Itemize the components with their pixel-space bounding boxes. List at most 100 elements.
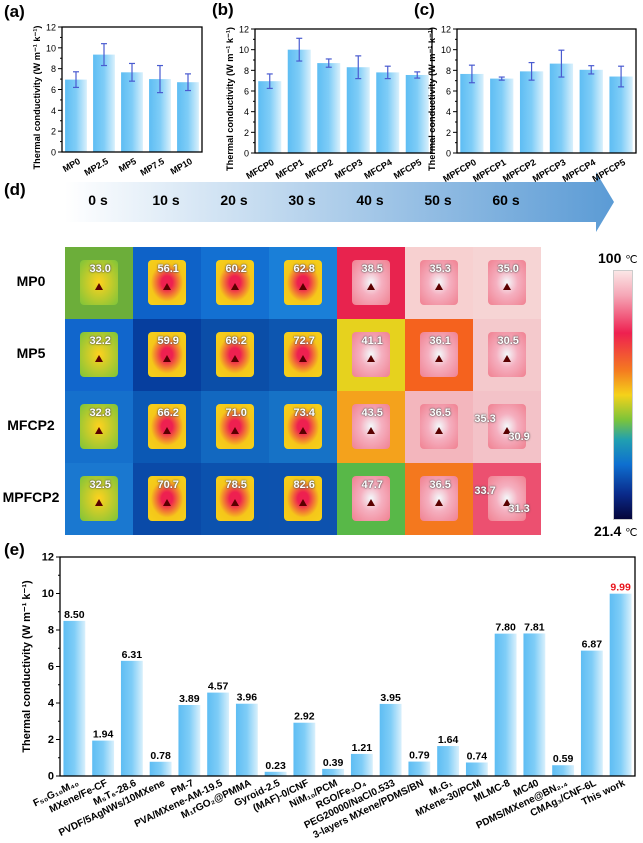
value-label: 3.89: [179, 693, 200, 705]
value-label: 4.57: [208, 681, 229, 693]
measure-point-icon: [94, 427, 103, 434]
sample-hotspot: [283, 403, 323, 449]
thermal-image: 33.0: [65, 247, 133, 319]
measure-point-icon: [162, 427, 171, 434]
category-label: MPFCP0: [441, 157, 478, 184]
temperature-readout: 73.4: [293, 406, 315, 419]
value-label: 1.21: [352, 742, 373, 754]
temperature-readout: 59.9: [157, 334, 179, 347]
plot-frame: [254, 28, 433, 154]
sample-hotspot: [351, 403, 391, 449]
bar: [63, 620, 86, 776]
temperature-readout: 36.5: [429, 478, 451, 491]
plot-frame: [59, 556, 636, 777]
temperature-readout: 32.5: [89, 478, 111, 491]
temperature-readout: 43.5: [361, 406, 383, 419]
temperature-readout: 31.3: [508, 503, 530, 516]
value-label: 6.31: [122, 649, 143, 661]
measure-point-icon: [230, 283, 239, 290]
temperature-readout: 78.5: [225, 478, 247, 491]
category-label: MPFCP4: [561, 157, 598, 184]
row-label: MP5: [16, 345, 46, 361]
y-tick-label: 8: [244, 66, 249, 76]
value-label: 0.78: [150, 750, 171, 762]
bar: [149, 79, 171, 152]
value-label: 1.94: [93, 729, 114, 741]
measure-point-icon: [434, 283, 443, 290]
thermal-image: 70.7: [133, 463, 201, 535]
value-label: 1.64: [438, 734, 459, 746]
temperature-readout: 36.1: [429, 334, 451, 347]
thermal-image: 35.0: [473, 247, 541, 319]
thermal-image: 32.5: [65, 463, 133, 535]
sample-hotspot: [215, 475, 255, 521]
thermal-image: 60.2: [201, 247, 269, 319]
y-tick-label: 10: [46, 43, 56, 53]
y-tick-label: 4: [48, 698, 55, 710]
chart-e: 8.50F₅₀G₁₀M₄₀1.94MXene/Fe-CF6.31M₅T₆-28.…: [21, 552, 636, 841]
time-label: 10 s: [152, 192, 180, 208]
bar: [93, 54, 115, 152]
thermal-image: 36.1: [405, 319, 473, 391]
thermal-image: 72.7: [269, 319, 337, 391]
bar: [346, 67, 370, 153]
temperature-readout: 71.0: [225, 406, 247, 419]
temperature-readout: 36.5: [429, 406, 451, 419]
colorbar-unit: ℃: [625, 527, 638, 539]
colorbar-min: 21.4 ℃: [594, 523, 638, 539]
sample-hotspot: [215, 331, 255, 377]
bar: [287, 49, 311, 153]
panel-label-b: (b): [212, 0, 234, 19]
bar: [121, 72, 143, 152]
measure-point-icon: [162, 355, 171, 362]
bar: [405, 74, 429, 153]
temperature-readout: 32.8: [89, 406, 111, 419]
sample-hotspot: [487, 331, 527, 377]
row-label: MP0: [16, 273, 46, 289]
y-tick-label: 10: [42, 588, 54, 600]
y-tick-label: 6: [48, 661, 54, 673]
bar: [120, 660, 143, 776]
temperature-readout: 68.2: [225, 334, 247, 347]
measure-point-icon: [366, 499, 375, 506]
sample-hotspot: [79, 331, 119, 377]
panel-label-e: (e): [4, 540, 25, 559]
temperature-readout: 33.7: [474, 484, 496, 497]
value-label: 6.87: [582, 639, 603, 651]
sample-hotspot: [283, 331, 323, 377]
bar: [437, 746, 460, 776]
category-label: MFCP4: [362, 157, 393, 181]
bar: [293, 722, 316, 776]
bar: [465, 762, 488, 776]
row-label: MFCP2: [7, 417, 55, 433]
bar: [322, 768, 345, 776]
measure-point-icon: [502, 283, 511, 290]
y-tick-label: 2: [446, 128, 451, 138]
temperature-readout: 66.2: [157, 406, 179, 419]
panel-label-c: (c): [414, 0, 435, 19]
time-label: 40 s: [356, 192, 384, 208]
sample-hotspot: [79, 259, 119, 305]
measure-point-icon: [366, 355, 375, 362]
value-label: 7.80: [495, 622, 516, 634]
category-label: MPFCP1: [471, 157, 508, 184]
time-label: 0 s: [88, 192, 108, 208]
bar: [552, 765, 575, 776]
category-label: MFCP0: [244, 157, 275, 181]
time-arrow: [65, 172, 614, 232]
sample-hotspot: [419, 331, 459, 377]
sample-hotspot: [147, 331, 187, 377]
y-tick-label: 12: [441, 25, 451, 35]
thermal-image: 66.2: [133, 391, 201, 463]
thermal-image: 35.3: [405, 247, 473, 319]
sample-hotspot: [487, 403, 527, 449]
measure-point-icon: [298, 427, 307, 434]
temperature-readout: 38.5: [361, 262, 383, 275]
value-label: 9.99: [610, 582, 631, 594]
value-label: 0.23: [265, 760, 286, 772]
measure-point-icon: [162, 499, 171, 506]
time-label: 60 s: [492, 192, 520, 208]
y-tick-label: 10: [441, 45, 451, 55]
thermal-image: 32.8: [65, 391, 133, 463]
